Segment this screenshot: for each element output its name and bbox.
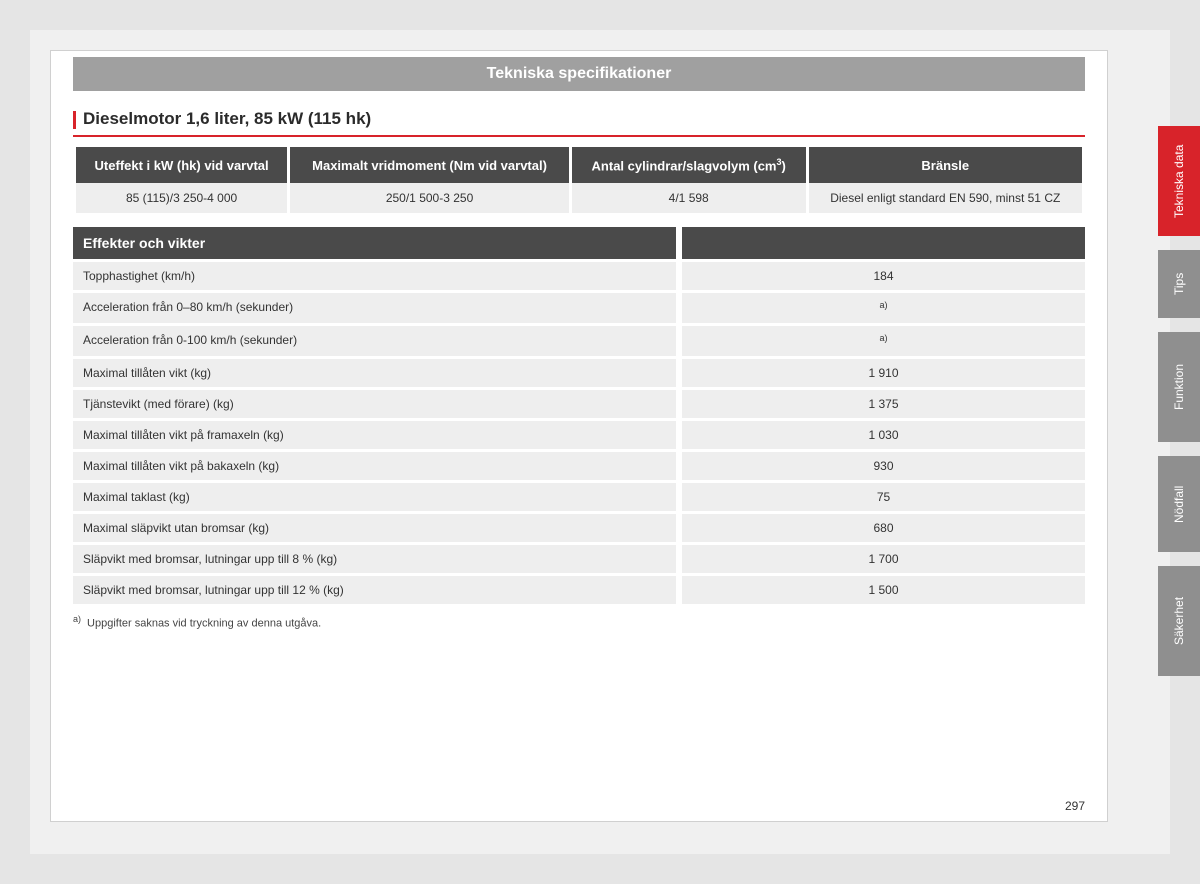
spec-header-fuel: Bränsle xyxy=(809,147,1082,183)
tab-tips[interactable]: Tips xyxy=(1158,250,1200,318)
weights-value: 1 030 xyxy=(682,421,1085,449)
weights-value: 1 375 xyxy=(682,390,1085,418)
spec-header-torque: Maximalt vridmoment (Nm vid varvtal) xyxy=(290,147,569,183)
footnote-text: Uppgifter saknas vid tryckning av denna … xyxy=(87,618,321,630)
section-title: Dieselmotor 1,6 liter, 85 kW (115 hk) xyxy=(73,109,1085,129)
spec-value-torque: 250/1 500-3 250 xyxy=(290,183,569,213)
table-row: Maximal taklast (kg) 75 xyxy=(73,483,1085,511)
weights-header-blank xyxy=(682,227,1085,259)
weights-value: 1 910 xyxy=(682,359,1085,387)
weights-label: Maximal tillåten vikt på framaxeln (kg) xyxy=(73,421,676,449)
spec-table: Uteffekt i kW (hk) vid varvtal Maximalt … xyxy=(73,147,1085,213)
weights-value-sup: a) xyxy=(879,333,887,343)
weights-label: Acceleration från 0-100 km/h (sekunder) xyxy=(73,326,676,356)
spec-value-cyl: 4/1 598 xyxy=(572,183,806,213)
tab-nodfall[interactable]: Nödfall xyxy=(1158,456,1200,552)
table-row: Maximal tillåten vikt på framaxeln (kg) … xyxy=(73,421,1085,449)
page-banner: Tekniska specifikationer xyxy=(73,57,1085,91)
spec-header-power: Uteffekt i kW (hk) vid varvtal xyxy=(76,147,287,183)
weights-title: Effekter och vikter xyxy=(73,227,676,259)
weights-value: a) xyxy=(682,293,1085,323)
weights-label: Maximal tillåten vikt (kg) xyxy=(73,359,676,387)
table-row: Släpvikt med bromsar, lutningar upp till… xyxy=(73,545,1085,573)
weights-label: Maximal släpvikt utan bromsar (kg) xyxy=(73,514,676,542)
table-row: Acceleration från 0-100 km/h (sekunder) … xyxy=(73,326,1085,356)
weights-header: Effekter och vikter xyxy=(73,227,1085,259)
tab-funktion[interactable]: Funktion xyxy=(1158,332,1200,442)
tab-sakerhet[interactable]: Säkerhet xyxy=(1158,566,1200,676)
weights-value-sup: a) xyxy=(879,300,887,310)
weights-label: Släpvikt med bromsar, lutningar upp till… xyxy=(73,576,676,604)
footnote: a) Uppgifter saknas vid tryckning av denn… xyxy=(73,614,1085,630)
table-row: Maximal tillåten vikt på bakaxeln (kg) 9… xyxy=(73,452,1085,480)
page: Tekniska specifikationer Dieselmotor 1,6… xyxy=(50,50,1108,822)
spec-header-cyl-text: Antal cylindrar/slagvolym (cm xyxy=(592,158,777,173)
table-row: Släpvikt med bromsar, lutningar upp till… xyxy=(73,576,1085,604)
spec-header-cyl: Antal cylindrar/slagvolym (cm3) xyxy=(572,147,806,183)
spec-value-fuel: Diesel enligt standard EN 590, minst 51 … xyxy=(809,183,1082,213)
weights-value: 1 700 xyxy=(682,545,1085,573)
weights-label: Acceleration från 0–80 km/h (sekunder) xyxy=(73,293,676,323)
table-row: Maximal tillåten vikt (kg) 1 910 xyxy=(73,359,1085,387)
table-row: Tjänstevikt (med förare) (kg) 1 375 xyxy=(73,390,1085,418)
page-number: 297 xyxy=(1065,799,1085,813)
weights-value: 930 xyxy=(682,452,1085,480)
table-row: Acceleration från 0–80 km/h (sekunder) a… xyxy=(73,293,1085,323)
weights-label: Maximal tillåten vikt på bakaxeln (kg) xyxy=(73,452,676,480)
tab-tekniska-data[interactable]: Tekniska data xyxy=(1158,126,1200,236)
spec-header-cyl-close: ) xyxy=(782,158,786,173)
weights-value: a) xyxy=(682,326,1085,356)
table-row: Maximal släpvikt utan bromsar (kg) 680 xyxy=(73,514,1085,542)
weights-label: Släpvikt med bromsar, lutningar upp till… xyxy=(73,545,676,573)
weights-value: 184 xyxy=(682,262,1085,290)
weights-value: 1 500 xyxy=(682,576,1085,604)
weights-value: 75 xyxy=(682,483,1085,511)
weights-label: Maximal taklast (kg) xyxy=(73,483,676,511)
footnote-marker: a) xyxy=(73,614,81,624)
weights-value: 680 xyxy=(682,514,1085,542)
weights-label: Topphastighet (km/h) xyxy=(73,262,676,290)
weights-table: Effekter och vikter Topphastighet (km/h)… xyxy=(73,227,1085,604)
table-row: Topphastighet (km/h) 184 xyxy=(73,262,1085,290)
side-tabs: Tekniska data Tips Funktion Nödfall Säke… xyxy=(1158,126,1200,676)
weights-label: Tjänstevikt (med förare) (kg) xyxy=(73,390,676,418)
section-title-wrap: Dieselmotor 1,6 liter, 85 kW (115 hk) xyxy=(73,109,1085,137)
spec-value-power: 85 (115)/3 250-4 000 xyxy=(76,183,287,213)
